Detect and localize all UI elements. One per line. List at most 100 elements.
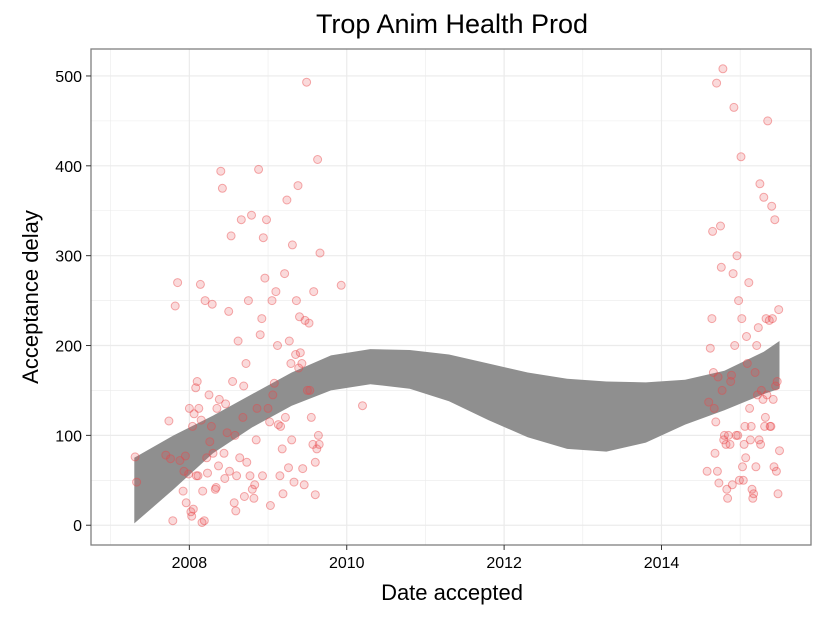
data-point (705, 343, 715, 353)
data-point (738, 462, 747, 472)
data-point (711, 417, 721, 427)
data-point (741, 453, 751, 463)
data-point (310, 490, 320, 500)
data-point (305, 385, 315, 395)
data-point (749, 489, 759, 499)
data-point (772, 377, 782, 386)
data-point (702, 466, 712, 476)
data-point (252, 403, 262, 413)
data-point (765, 421, 775, 431)
data-point (268, 390, 278, 400)
data-point (774, 305, 784, 315)
data-point (235, 453, 245, 463)
data-point (744, 278, 754, 288)
data-point (723, 430, 733, 440)
data-point (284, 336, 294, 346)
data-point (755, 179, 765, 189)
data-point (759, 192, 769, 202)
data-point (284, 463, 293, 473)
data-point (191, 383, 201, 393)
data-point (251, 435, 261, 445)
data-point (197, 518, 207, 527)
data-point (207, 299, 217, 309)
x-tick-label: 2014 (644, 555, 680, 572)
data-point (233, 336, 243, 346)
data-point (771, 381, 781, 391)
data-point (208, 448, 218, 458)
data-point (255, 330, 265, 340)
data-point (241, 359, 251, 368)
x-tick-label: 2010 (329, 555, 365, 572)
data-point (280, 269, 290, 279)
data-point (232, 471, 242, 481)
data-point (249, 493, 259, 503)
data-point (734, 296, 744, 306)
data-point (716, 221, 725, 231)
data-point (211, 483, 221, 492)
data-point (746, 421, 756, 431)
data-point (243, 296, 253, 306)
data-point (250, 480, 260, 490)
data-point (236, 215, 246, 225)
data-point (747, 484, 757, 494)
data-point (195, 279, 205, 289)
data-point (220, 474, 230, 483)
data-point (769, 462, 779, 472)
data-point (302, 77, 312, 87)
data-point (258, 471, 267, 481)
data-point (277, 444, 287, 454)
data-point (239, 492, 249, 501)
y-tick-label: 200 (55, 339, 82, 356)
x-tick-label: 2008 (172, 555, 208, 572)
data-point (179, 466, 189, 476)
data-point (764, 315, 774, 325)
points-layer (130, 64, 784, 527)
data-point (178, 486, 188, 496)
data-point (760, 421, 770, 431)
data-point (725, 439, 735, 449)
data-point (188, 421, 197, 431)
data-point (280, 412, 290, 422)
data-point (216, 166, 226, 176)
data-point (748, 493, 758, 503)
data-point (267, 296, 277, 306)
data-point (239, 381, 249, 391)
data-point (763, 116, 773, 126)
data-point (762, 390, 772, 400)
data-point (730, 341, 740, 350)
data-point (293, 181, 303, 191)
data-point (193, 471, 203, 481)
data-point (205, 437, 215, 447)
data-point (199, 516, 209, 526)
data-point (306, 412, 316, 422)
data-point (132, 477, 142, 487)
data-point (728, 269, 738, 279)
data-point (184, 469, 194, 479)
data-point (310, 457, 320, 467)
data-point (254, 164, 264, 174)
data-point (738, 475, 748, 485)
data-point (742, 359, 752, 368)
data-point (287, 435, 297, 445)
data-point (204, 390, 214, 400)
data-point (745, 435, 755, 445)
data-point (273, 341, 282, 350)
data-point (740, 421, 750, 431)
data-point (230, 430, 240, 440)
data-point (265, 417, 275, 427)
data-point (287, 240, 297, 250)
data-point (263, 403, 273, 413)
data-point (304, 318, 314, 328)
y-tick-label: 500 (55, 69, 82, 86)
data-point (773, 489, 783, 499)
data-point (298, 464, 308, 474)
data-point (712, 78, 722, 88)
chart-title: Trop Anim Health Prod (316, 9, 588, 39)
data-point (161, 450, 171, 460)
data-point (265, 501, 275, 510)
data-point (294, 363, 304, 373)
data-point (173, 278, 183, 288)
data-point (358, 401, 367, 411)
data-point (184, 403, 194, 413)
